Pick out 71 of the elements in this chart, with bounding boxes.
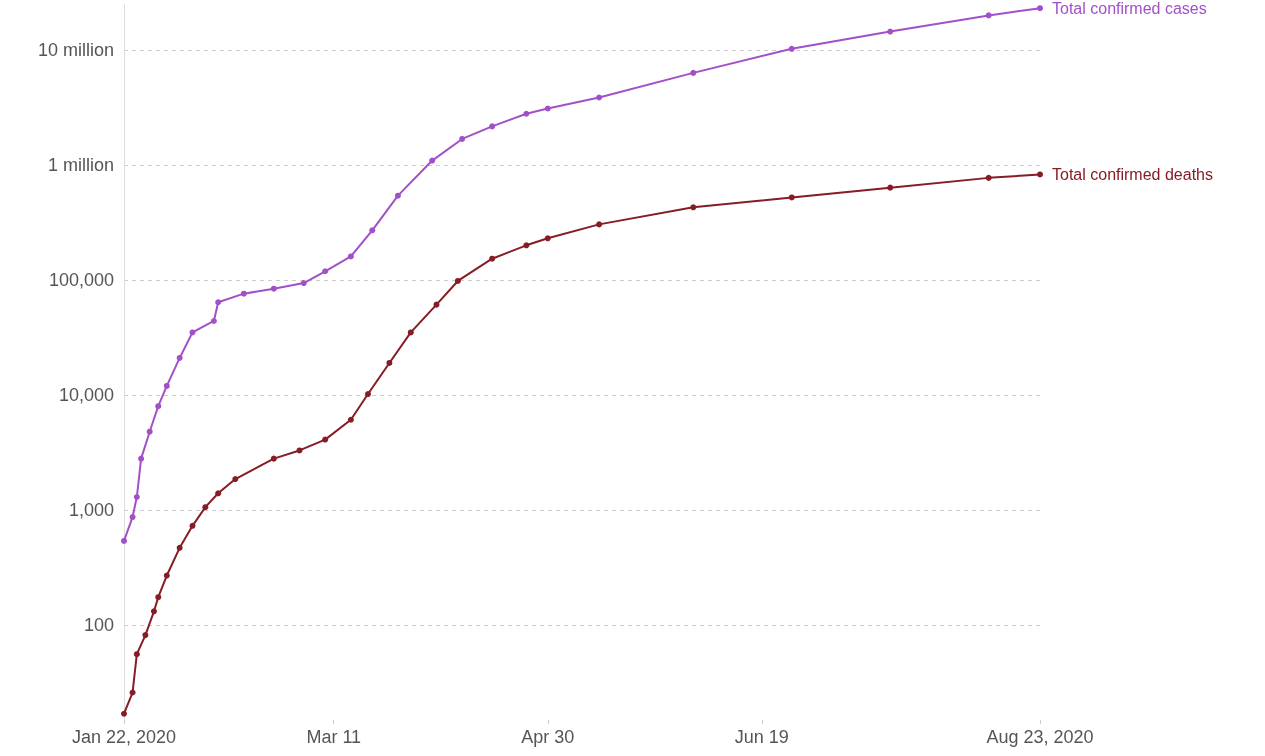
x-tick-label: Jan 22, 2020 [71, 727, 177, 747]
point [369, 227, 376, 234]
y-tick-label: 100,000 [48, 269, 114, 290]
y-tick-label: 1 million [47, 154, 114, 175]
point [133, 494, 140, 500]
point [394, 192, 401, 199]
point [176, 354, 183, 361]
point [459, 135, 466, 142]
point [142, 632, 149, 639]
point [454, 277, 461, 284]
point [690, 69, 697, 76]
point [163, 572, 170, 579]
point [433, 301, 440, 308]
point [129, 514, 136, 521]
point [523, 242, 530, 249]
point [155, 403, 162, 410]
point [489, 255, 496, 262]
point [202, 504, 209, 511]
y-tick-label: 10 million [37, 39, 114, 60]
point [985, 12, 992, 19]
point [215, 299, 222, 306]
point [347, 253, 354, 260]
point [189, 329, 196, 336]
point [407, 329, 414, 336]
point [146, 428, 153, 435]
point [596, 94, 603, 101]
point [429, 157, 436, 164]
point [322, 268, 329, 275]
x-tick-label: Jun 19 [734, 727, 789, 747]
series-label: Total confirmed deaths [1052, 165, 1213, 183]
point [1037, 171, 1043, 178]
point [176, 544, 183, 551]
point [386, 359, 393, 366]
y-tick-label: 1,000 [68, 500, 114, 521]
point [296, 447, 303, 454]
point [322, 436, 329, 443]
point [240, 290, 247, 297]
point [189, 522, 196, 529]
point [887, 28, 894, 35]
point [489, 123, 496, 130]
point [215, 490, 222, 497]
x-tick-label: Mar 11 [306, 727, 362, 747]
x-tick-label: Aug 23, 2020 [986, 727, 1094, 747]
point [155, 594, 162, 601]
point [887, 184, 894, 191]
point [150, 608, 157, 615]
point [985, 174, 992, 181]
point [544, 235, 551, 242]
point [1037, 5, 1043, 12]
point [121, 537, 127, 544]
point [596, 221, 603, 228]
point [121, 710, 127, 717]
point [138, 455, 145, 462]
point [129, 689, 136, 696]
point [133, 651, 140, 658]
y-tick-label: 10,000 [58, 385, 114, 406]
y-tick-label: 100 [83, 615, 114, 636]
x-tick-label: Apr 30 [521, 727, 575, 747]
point [364, 391, 371, 398]
point [210, 317, 217, 324]
point [300, 280, 307, 287]
series-label: Total confirmed cases [1052, 0, 1207, 17]
point [270, 285, 277, 292]
point [788, 45, 795, 52]
point [163, 382, 170, 389]
point [544, 105, 551, 112]
point [690, 204, 697, 211]
point [523, 110, 530, 117]
point [347, 416, 354, 423]
point [270, 455, 277, 462]
point [232, 476, 239, 483]
